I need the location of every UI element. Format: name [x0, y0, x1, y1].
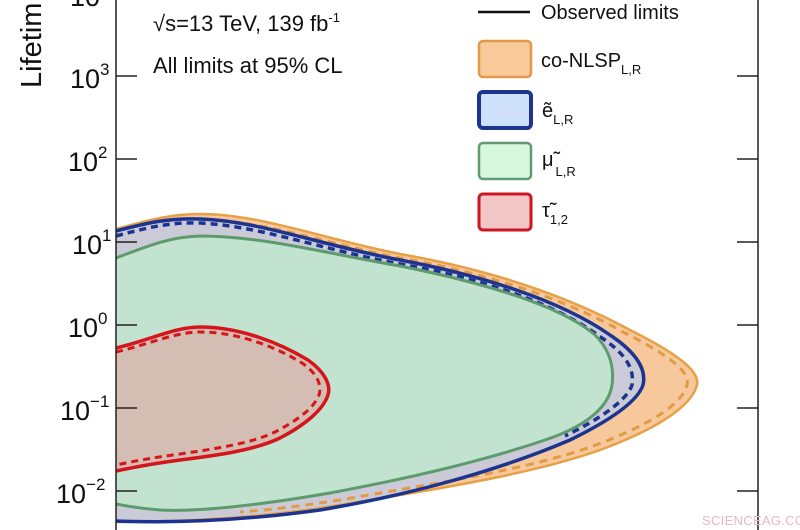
- plot-area: [115, 212, 699, 524]
- y-tick-label: 100: [68, 309, 108, 343]
- legend-swatch-stau: [477, 192, 533, 232]
- region-stau: [116, 327, 329, 471]
- y-tick-label: 101: [72, 226, 112, 260]
- y-ticks-right: [737, 75, 758, 492]
- observed-line-stau: [115, 325, 331, 473]
- expected-line-stau: [115, 330, 322, 467]
- legend-swatch-co-nlsp: [477, 39, 533, 79]
- legend-label-smuon: μ̃L,R: [542, 149, 576, 179]
- y-tick-label: 103: [70, 60, 110, 94]
- axes: 10 103 102 101 100 10−1 10−2 Lifetim: [16, 0, 759, 530]
- energy-luminosity-label: √s=13 TeV, 139 fb-1: [153, 10, 340, 36]
- expected-line-co-nlsp: [189, 217, 689, 514]
- y-tick-label-top-partial: 10: [70, 0, 100, 12]
- y-tick-label: 102: [68, 143, 108, 177]
- y-ticks-left: [116, 75, 137, 492]
- legend-label-stau: τ̃1,2: [542, 200, 568, 227]
- legend-swatch-smuon: [477, 141, 533, 181]
- legend-label-selectron: ẽL,R: [542, 100, 573, 127]
- expected-line-selectron: [115, 221, 635, 438]
- confidence-level-label: All limits at 95% CL: [153, 53, 343, 78]
- y-axis-title: Lifetim: [16, 3, 48, 88]
- watermark: SCIENCEAG.COM: [702, 513, 800, 528]
- legend-observed-label: Observed limits: [541, 2, 679, 24]
- legend-label-co-nlsp: co-NLSPL,R: [541, 50, 641, 77]
- legend: Observed limits co-NLSPL,R ẽL,R μ̃L,R τ̃…: [477, 2, 679, 232]
- y-tick-label: 10−2: [56, 475, 105, 509]
- observed-line-selectron: [115, 217, 646, 524]
- annotation-block: √s=13 TeV, 139 fb-1 All limits at 95% CL: [153, 10, 343, 78]
- observed-line-smuon: [115, 234, 615, 512]
- legend-swatch-selectron: [477, 90, 533, 130]
- y-tick-label: 10−1: [60, 392, 109, 426]
